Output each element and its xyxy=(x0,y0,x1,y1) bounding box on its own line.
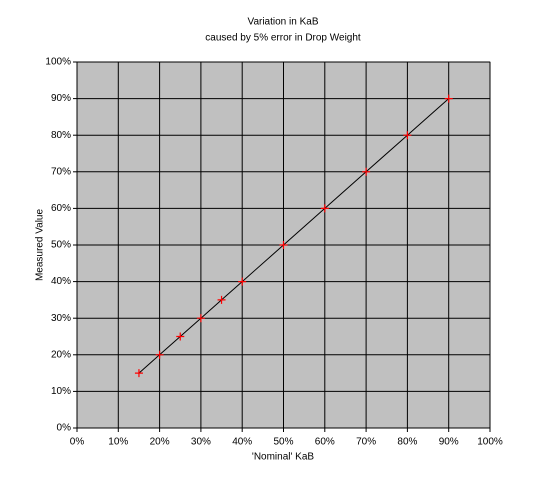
marker xyxy=(238,277,247,286)
x-tick-label: 0% xyxy=(70,437,85,448)
y-tick-label: 60% xyxy=(51,203,71,214)
y-tick-label: 70% xyxy=(51,166,71,177)
x-tick-label: 70% xyxy=(356,437,376,448)
y-tick-label: 100% xyxy=(45,57,71,68)
y-tick-label: 30% xyxy=(51,313,71,324)
x-tick-label: 50% xyxy=(273,437,293,448)
chart-title: Variation in KaB xyxy=(248,17,319,28)
marker xyxy=(444,94,453,103)
x-tick-label: 10% xyxy=(108,437,128,448)
y-tick-label: 0% xyxy=(57,423,72,434)
y-tick-label: 80% xyxy=(51,130,71,141)
x-tick-label: 100% xyxy=(477,437,503,448)
marker xyxy=(217,295,226,304)
y-tick-label: 50% xyxy=(51,240,71,251)
x-tick-label: 40% xyxy=(232,437,252,448)
marker xyxy=(403,131,412,140)
x-axis-label: 'Nominal' KaB xyxy=(252,452,315,463)
y-tick-label: 20% xyxy=(51,349,71,360)
marker xyxy=(362,167,371,176)
marker xyxy=(155,350,164,359)
x-tick-label: 80% xyxy=(397,437,417,448)
marker xyxy=(176,332,185,341)
x-tick-label: 90% xyxy=(439,437,459,448)
marker xyxy=(196,314,205,323)
y-tick-label: 90% xyxy=(51,93,71,104)
marker xyxy=(134,369,143,378)
y-tick-label: 40% xyxy=(51,276,71,287)
x-tick-label: 60% xyxy=(315,437,335,448)
marker xyxy=(279,241,288,249)
marker xyxy=(320,204,329,213)
y-tick-label: 10% xyxy=(51,386,71,397)
chart-subtitle: caused by 5% error in Drop Weight xyxy=(205,33,361,44)
x-tick-label: 20% xyxy=(150,437,170,448)
y-axis-label: Measured Value xyxy=(35,209,46,282)
x-tick-label: 30% xyxy=(191,437,211,448)
